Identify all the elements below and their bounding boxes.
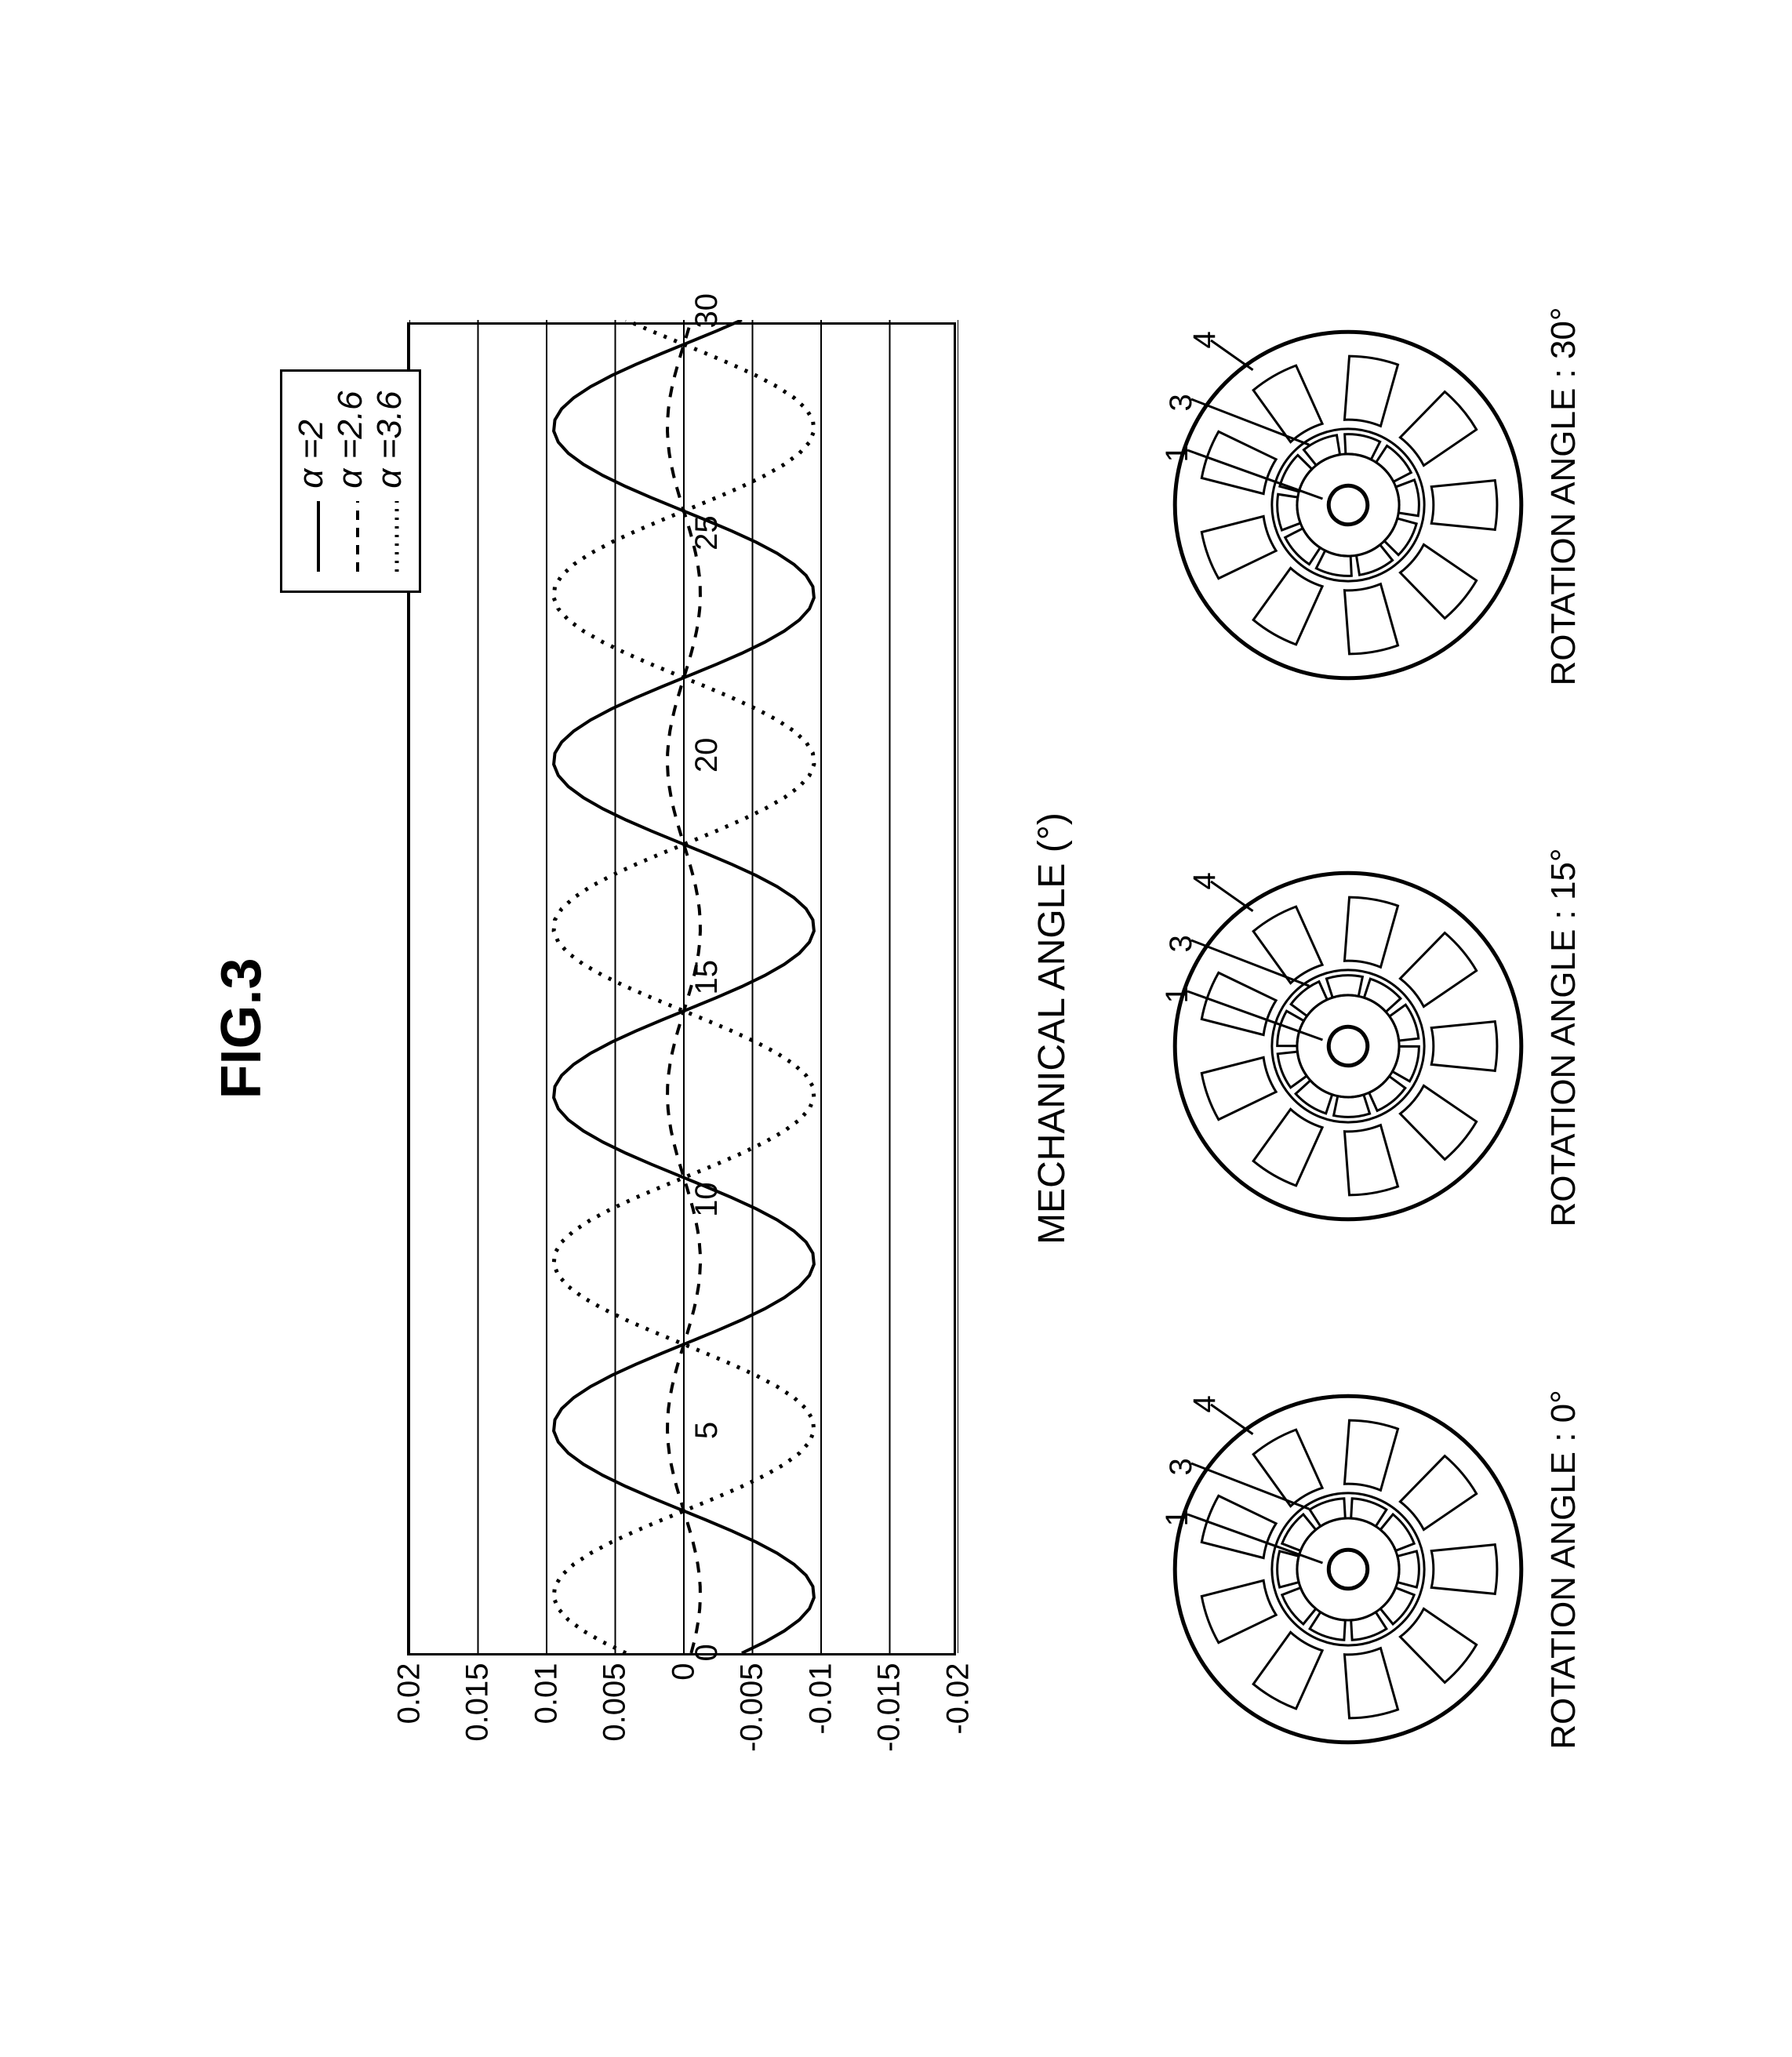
figure-label: FIG.3: [209, 245, 274, 1813]
motor-caption: ROTATION ANGLE : 15°: [1544, 849, 1583, 1227]
legend-item: α =3.6: [370, 391, 409, 572]
motor-diagram: 134ROTATION ANGLE : 15°: [1168, 849, 1583, 1227]
legend-label: α =2.6: [331, 391, 370, 489]
callout-number: 4: [1187, 872, 1223, 889]
legend-label: α =2: [292, 420, 331, 488]
callout-number: 1: [1160, 1509, 1195, 1526]
x-tick-label: 15: [689, 960, 725, 995]
y-tick-label: -0.01: [803, 1663, 838, 1735]
legend-label: α =3.6: [370, 391, 409, 489]
y-tick-label: -0.02: [940, 1663, 976, 1735]
callout-number: 1: [1160, 986, 1195, 1003]
y-tick-label: -0.015: [872, 1663, 907, 1752]
callout-number: 3: [1164, 935, 1199, 952]
x-tick-label: 30: [689, 293, 725, 329]
x-axis-label: MECHANICAL ANGLE (°): [1030, 812, 1074, 1245]
motor-diagram: 134ROTATION ANGLE : 0°: [1168, 1390, 1583, 1750]
plot-svg: [409, 321, 958, 1654]
y-tick-label: 0.01: [529, 1663, 564, 1724]
y-tick-label: -0.005: [735, 1663, 770, 1752]
callout-number: 1: [1160, 445, 1195, 462]
callout-number: 3: [1164, 394, 1199, 411]
chart-legend: α =2 α =2.6 α =3.6: [280, 370, 421, 593]
y-tick-label: 0: [666, 1663, 701, 1681]
motor-diagrams-row: 134ROTATION ANGLE : 0°134ROTATION ANGLE …: [1168, 245, 1583, 1813]
y-tick-label: 0.015: [460, 1663, 496, 1742]
x-tick-label: 5: [689, 1422, 725, 1439]
x-tick-label: 25: [689, 515, 725, 551]
motor-caption: ROTATION ANGLE : 0°: [1544, 1390, 1583, 1750]
y-tick-label: 0.02: [391, 1663, 427, 1724]
callout-number: 4: [1187, 1395, 1223, 1412]
x-tick-label: 20: [689, 738, 725, 773]
callout-number: 4: [1187, 331, 1223, 348]
plot-area: 0.020.0150.010.0050-0.005-0.01-0.015-0.0…: [407, 323, 956, 1656]
legend-item: α =2.6: [331, 391, 370, 572]
legend-item: α =2: [292, 391, 331, 572]
callout-number: 3: [1164, 1458, 1199, 1475]
x-tick-label: 10: [689, 1182, 725, 1217]
y-tick-label: 0.005: [598, 1663, 633, 1742]
x-tick-label: 0: [689, 1644, 725, 1661]
motor-caption: ROTATION ANGLE : 30°: [1544, 307, 1583, 686]
motor-diagram: 134ROTATION ANGLE : 30°: [1168, 307, 1583, 686]
